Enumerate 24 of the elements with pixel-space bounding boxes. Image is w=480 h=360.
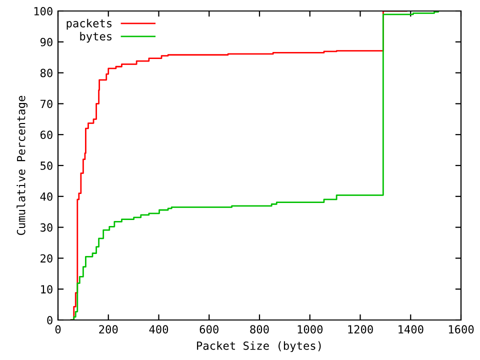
x-tick-label: 1200 [348,325,373,334]
x-tick-label: 1400 [398,325,424,334]
y-tick-label: 60 [40,130,52,140]
x-tick-label: 800 [250,325,269,334]
y-tick-label: 70 [40,100,52,108]
y-tick-label: 90 [40,38,52,46]
y-tick-label: 40 [40,192,52,201]
y-axis-title: Cumulative Percentage [16,96,28,235]
x-tick-label: 1600 [448,325,474,334]
y-tick-label: 100 [34,7,52,16]
y-tick-label: 0 [47,316,52,324]
y-tick-label: 50 [40,162,52,170]
y-tick-label: 30 [40,223,52,232]
y-tick-label: 10 [41,285,52,294]
legend-label: packets [66,18,112,30]
x-tick-label: 1000 [298,325,323,334]
x-tick-label: 0 [55,325,61,334]
x-tick-label: 200 [99,325,118,334]
y-tick-label: 20 [40,254,52,263]
x-tick-label: 600 [200,325,218,334]
x-axis-title: Packet Size (bytes) [197,341,321,352]
legend-label: bytes [80,32,112,43]
y-tick-label: 80 [40,68,52,78]
x-tick-label: 400 [149,325,168,334]
